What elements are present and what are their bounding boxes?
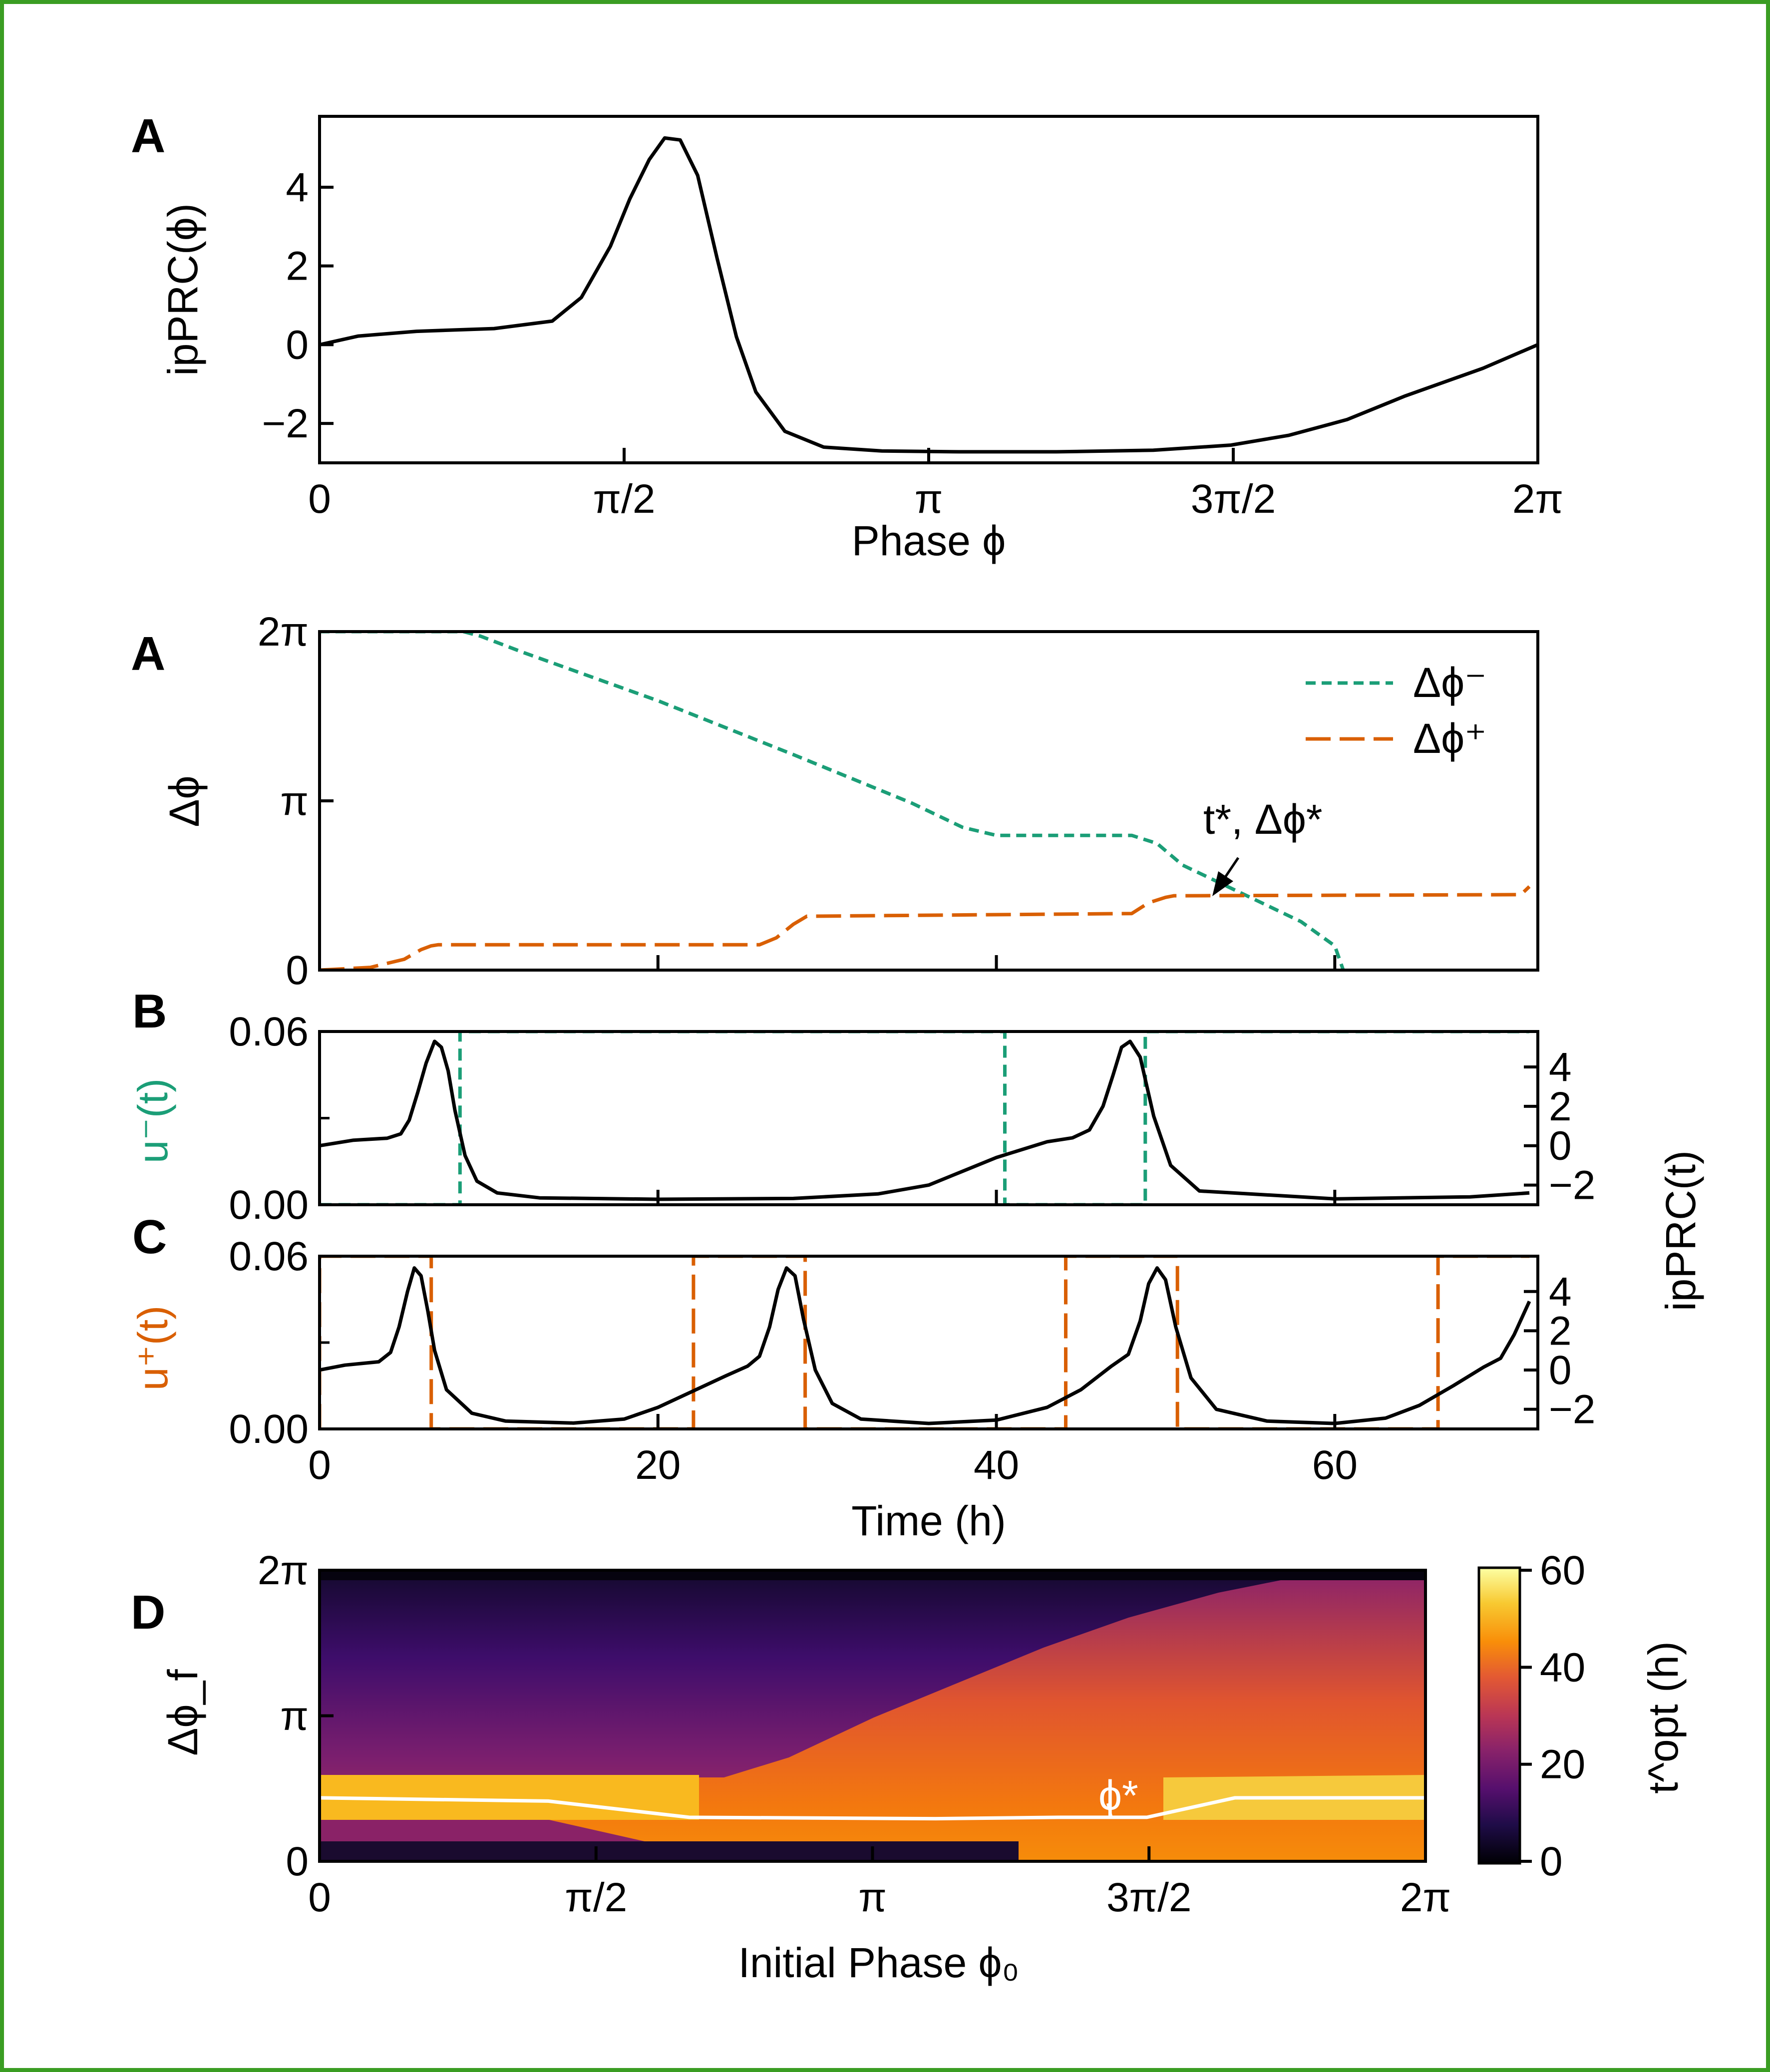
y-tick-label: 0.00 — [229, 1406, 309, 1452]
x-tick-label: 3π/2 — [1106, 1875, 1192, 1920]
y-axis-label: Δϕ — [161, 775, 208, 827]
ticks: 0 π 2π — [258, 609, 1337, 993]
u-minus-plot-area — [320, 1032, 1530, 1205]
series-line-s0 — [320, 136, 1538, 454]
series-line-ut — [320, 1256, 1530, 1429]
colorbar-tick-label: 0 — [1540, 1839, 1563, 1884]
y-tick-label: 2 — [286, 244, 309, 289]
colorbar-label: t^opt (h) — [1640, 1641, 1687, 1794]
y-tick-label: −2 — [262, 401, 309, 446]
legend-label-minus: Δϕ⁻ — [1413, 659, 1487, 706]
right-y-tick-label: 4 — [1549, 1044, 1572, 1090]
x-tick-label: 2π — [1400, 1875, 1451, 1920]
y-tick-label: π — [280, 778, 309, 824]
x-axis-label: Phase ϕ — [852, 517, 1006, 564]
y-axis-label: Δϕ_f — [159, 1669, 206, 1756]
legend: Δϕ⁻ Δϕ⁺ — [1306, 659, 1487, 762]
right-y-tick-label: 4 — [1549, 1269, 1572, 1315]
u-plus-plot-area — [320, 1256, 1531, 1429]
series-line-s1 — [320, 885, 1531, 970]
right-y-tick-label: 0 — [1549, 1348, 1572, 1393]
x-tick-label: 0 — [308, 1442, 331, 1488]
series-line-ipPRCt — [320, 1266, 1531, 1425]
delta-phi-plot-area — [320, 632, 1531, 970]
panel-heatmap: D — [131, 1548, 1687, 1986]
x-tick-label: 0 — [308, 1875, 331, 1920]
x-tick-label: 2π — [1512, 476, 1563, 522]
x-tick-label: 20 — [635, 1442, 681, 1488]
colorbar-tick-label: 20 — [1540, 1742, 1585, 1787]
panel-label-c: C — [132, 1210, 167, 1264]
y-tick-label: 0 — [286, 948, 309, 993]
phi-star-curve — [320, 1796, 1425, 1821]
y-axis-label: u⁻(t) — [129, 1078, 176, 1163]
colorbar: 0 20 40 60 t^opt (h) — [1477, 1548, 1687, 1884]
annotation: t*, Δϕ* — [1203, 796, 1323, 896]
ticks: 0 π/2 π 3π/2 2π 0 π 2π — [258, 1548, 1451, 1920]
series-line-ut — [320, 1032, 1530, 1205]
marker-pointer — [1106, 1803, 1113, 1818]
y-tick-label: 2π — [258, 609, 309, 655]
phi-star-line — [320, 1796, 1425, 1821]
y-tick-label: 4 — [286, 165, 309, 210]
y-tick-label: 0.06 — [229, 1234, 309, 1279]
y-axis-label: ipPRC(ϕ) — [159, 203, 206, 376]
colorbar-tick-label: 40 — [1540, 1645, 1585, 1690]
panel-label-d: D — [131, 1586, 165, 1639]
panel-delta-phi: A 0 π 2π Δϕ Δϕ⁻ Δϕ⁺ t*, Δϕ* — [131, 609, 1539, 993]
ticks: 0 π/2 π 3π/2 2π −2 0 2 4 — [262, 165, 1564, 522]
right-y-axis-label: ipPRC(t) — [1657, 1150, 1704, 1311]
x-tick-label: 3π/2 — [1191, 476, 1276, 522]
annotation-text: t*, Δϕ* — [1203, 796, 1323, 843]
y-tick-label: 2π — [258, 1548, 309, 1593]
right-y-tick-label: 0 — [1549, 1123, 1572, 1169]
y-tick-label: 0 — [286, 1839, 309, 1884]
x-tick-label: π — [858, 1875, 887, 1920]
heatmap-image — [320, 1570, 1425, 1861]
heatmap-top-black — [320, 1570, 1425, 1580]
colorbar-ticks: 0 20 40 60 — [1520, 1548, 1585, 1884]
colorbar-tick-label: 60 — [1540, 1548, 1585, 1593]
x-tick-label: 40 — [974, 1442, 1019, 1488]
legend-label-plus: Δϕ⁺ — [1413, 715, 1487, 762]
x-axis-label: Time (h) — [851, 1497, 1006, 1544]
x-tick-label: π/2 — [565, 1875, 627, 1920]
right-y-tick-label: −2 — [1549, 1387, 1596, 1432]
panel-label-b: B — [132, 985, 167, 1038]
ipprc-plot-area — [320, 136, 1538, 454]
marker-label: ϕ* — [1098, 1772, 1138, 1819]
x-tick-label: 0 — [308, 476, 331, 522]
heatmap-bottom-dark — [320, 1841, 1019, 1861]
y-tick-label: 0 — [286, 322, 309, 367]
annotation-arrowhead — [1212, 871, 1233, 896]
right-y-tick-label: −2 — [1549, 1163, 1596, 1208]
right-y-tick-label: 2 — [1549, 1308, 1572, 1354]
y-axis-label: u⁺(t) — [129, 1306, 176, 1390]
y-tick-label: 0.06 — [229, 1009, 309, 1054]
panel-label-a: A — [131, 109, 165, 163]
colorbar-gradient — [1477, 1566, 1521, 1865]
panel-label-a2: A — [131, 627, 165, 681]
x-axis-label: Initial Phase ϕ₀ — [738, 1939, 1020, 1986]
x-tick-label: 60 — [1312, 1442, 1358, 1488]
panel-ipprc: A 0 π/2 π 3π/2 2π −2 0 2 4 Phase ϕ ipPRC(ϕ) — [131, 109, 1563, 564]
x-tick-label: π — [915, 476, 943, 522]
y-tick-label: π — [280, 1694, 309, 1739]
y-tick-label: 0.00 — [229, 1182, 309, 1228]
series-line-ipPRCt — [320, 1039, 1530, 1201]
x-tick-label: π/2 — [593, 476, 656, 522]
right-y-tick-label: 2 — [1549, 1084, 1572, 1129]
